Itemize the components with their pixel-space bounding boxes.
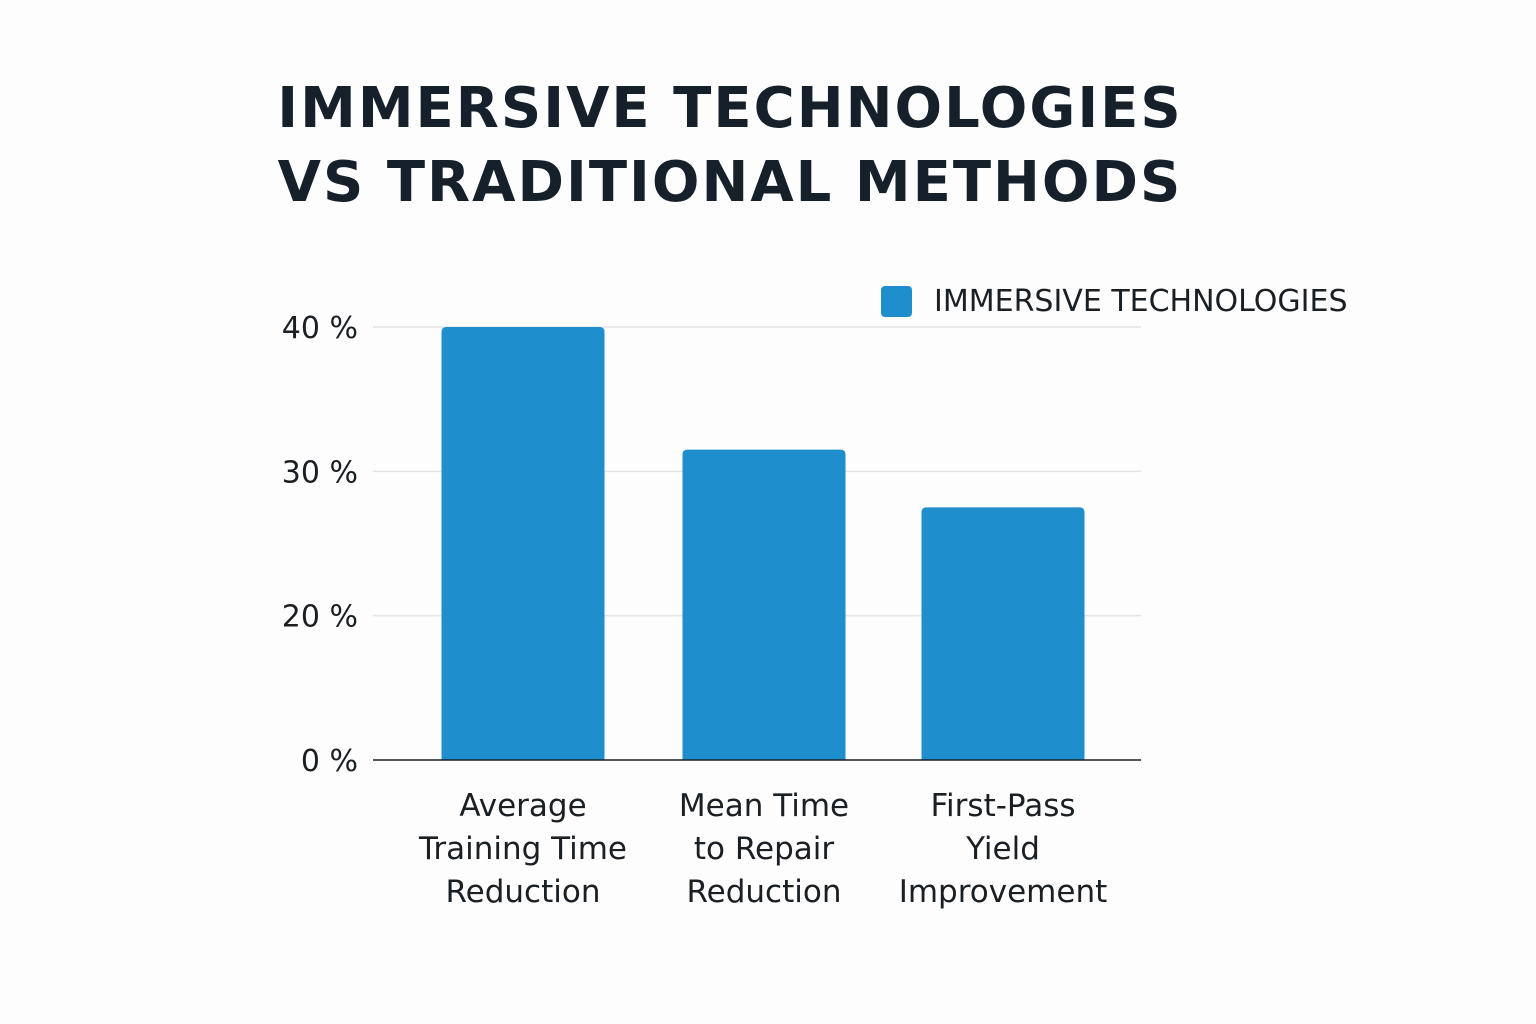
x-tick-label: Reduction bbox=[687, 874, 842, 910]
x-tick-label: Improvement bbox=[899, 874, 1108, 910]
x-tick-label: to Repair bbox=[694, 831, 834, 867]
y-tick-label: 30 % bbox=[282, 455, 358, 490]
y-tick-label: 40 % bbox=[282, 311, 358, 346]
x-tick-label: Mean Time bbox=[679, 788, 849, 824]
x-tick-label: Yield bbox=[965, 831, 1040, 867]
legend-label: IMMERSIVE TECHNOLOGIES bbox=[934, 284, 1348, 319]
legend: IMMERSIVE TECHNOLOGIES bbox=[881, 284, 1348, 319]
x-tick-label: Average bbox=[459, 788, 586, 824]
y-tick-label: 20 % bbox=[282, 600, 358, 635]
chart-title-line: IMMERSIVE TECHNOLOGIES bbox=[277, 76, 1183, 141]
chart-title: IMMERSIVE TECHNOLOGIES VS TRADITIONAL ME… bbox=[0, 72, 1460, 220]
x-tick-label: Reduction bbox=[446, 874, 601, 910]
x-tick-label: First-Pass bbox=[930, 788, 1075, 824]
bar bbox=[682, 449, 846, 760]
bar bbox=[441, 327, 605, 760]
bar bbox=[921, 507, 1085, 760]
y-tick-label: 0 % bbox=[301, 744, 358, 779]
x-tick-label: Training Time bbox=[418, 831, 627, 867]
legend-swatch bbox=[881, 286, 912, 317]
chart-title-line: VS TRADITIONAL METHODS bbox=[277, 150, 1183, 215]
